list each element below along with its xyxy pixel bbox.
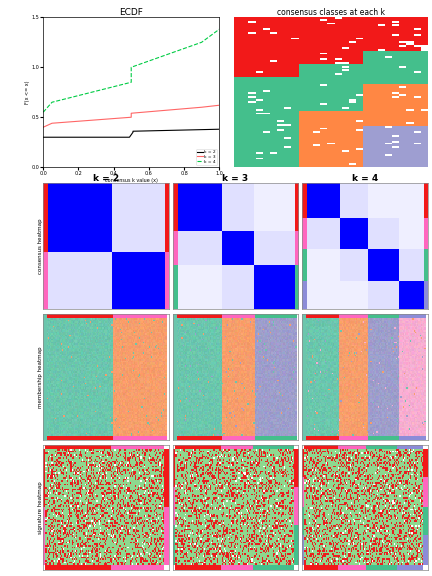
Title: k = 3: k = 3 (222, 173, 248, 183)
k = 4 (129, 79, 134, 86)
k = 3 (49, 120, 54, 127)
k = 4 (49, 99, 54, 106)
k = 2 (127, 134, 132, 141)
Title: consensus classes at each k: consensus classes at each k (277, 7, 385, 17)
Title: k = 4: k = 4 (352, 173, 378, 183)
Title: k = 2: k = 2 (93, 173, 119, 183)
k = 2 (130, 129, 136, 136)
k = 4 (129, 64, 134, 71)
Title: ECDF: ECDF (119, 7, 143, 17)
Y-axis label: F(x <= x): F(x <= x) (25, 81, 30, 104)
k = 3 (129, 110, 134, 117)
k = 3 (41, 124, 46, 131)
Line: k = 4: k = 4 (43, 29, 219, 112)
k = 3 (129, 114, 134, 121)
Y-axis label: signature heatmap: signature heatmap (38, 481, 43, 534)
k = 3 (199, 104, 204, 111)
Line: k = 3: k = 3 (43, 105, 219, 127)
k = 2 (217, 126, 222, 132)
k = 4 (217, 26, 222, 33)
k = 4 (199, 39, 204, 46)
k = 4 (41, 109, 46, 116)
k = 2 (41, 134, 46, 141)
k = 2 (130, 128, 136, 135)
Line: k = 2: k = 2 (43, 129, 219, 137)
Y-axis label: consensus heatmap: consensus heatmap (38, 218, 43, 274)
k = 2 (127, 134, 132, 141)
Y-axis label: membership heatmap: membership heatmap (38, 346, 43, 408)
Legend: k = 2, k = 3, k = 4: k = 2, k = 3, k = 4 (196, 149, 217, 165)
k = 3 (217, 102, 222, 109)
X-axis label: consensus k value (x): consensus k value (x) (105, 178, 158, 183)
